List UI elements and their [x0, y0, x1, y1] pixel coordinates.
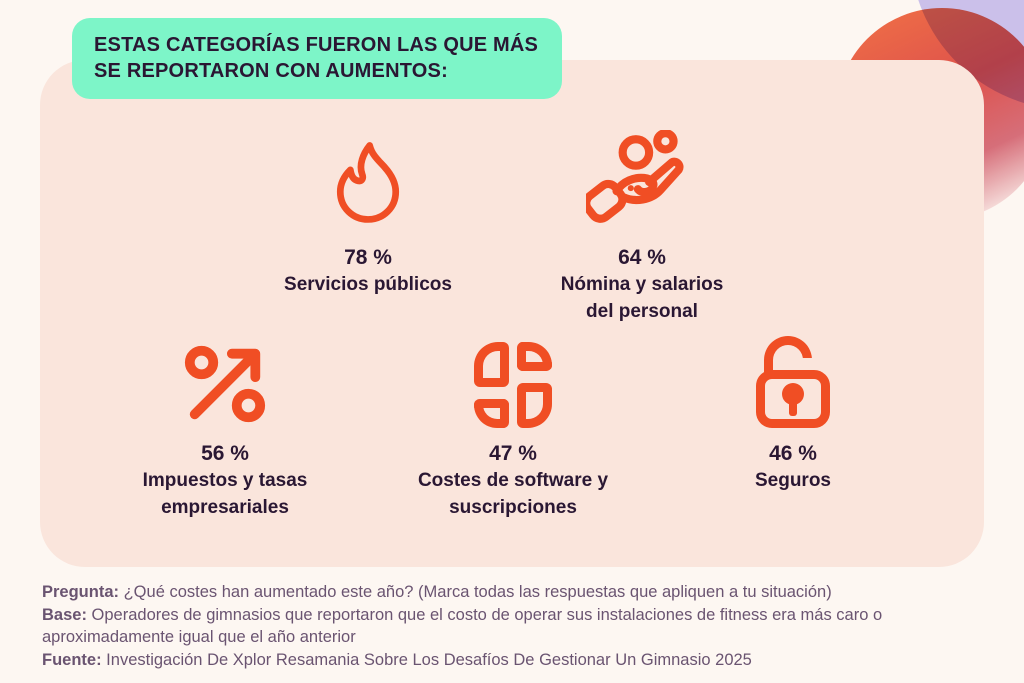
footnote-fuente: Fuente: Investigación De Xplor Resamania… — [42, 649, 1000, 672]
stat-label: Costes de software y — [417, 470, 609, 491]
stat-item-software: 47 % Costes de software y suscripciones — [383, 332, 643, 521]
stat-label: Servicios públicos — [284, 274, 452, 295]
percent-growth-icon — [181, 332, 269, 428]
headline-line1: ESTAS CATEGORÍAS FUERON LAS QUE MÁS — [94, 34, 539, 56]
stat-item-seguros: 46 % Seguros — [663, 332, 923, 494]
footnote-pregunta-text: ¿Qué costes han aumentado este año? (Mar… — [119, 583, 832, 601]
footnote-base-text: Operadores de gimnasios que reportaron q… — [42, 605, 883, 647]
headline-badge: ESTAS CATEGORÍAS FUERON LAS QUE MÁS SE R… — [72, 18, 563, 99]
stat-item-impuestos: 56 % Impuestos y tasas empresariales — [95, 332, 355, 521]
footnote-pregunta-label: Pregunta: — [42, 583, 120, 601]
hand-coins-icon — [586, 118, 698, 232]
footnotes: Pregunta: ¿Qué costes han aumentado este… — [42, 581, 1000, 671]
padlock-icon — [756, 332, 830, 428]
stat-value: 64 % — [618, 246, 666, 269]
stat-value: 47 % — [489, 442, 537, 465]
stat-label: Seguros — [754, 470, 832, 491]
stat-item-nomina-salarios: 64 % Nómina y salarios del personal — [512, 118, 772, 325]
stat-label-line2: empresariales — [161, 497, 289, 518]
footnote-pregunta: Pregunta: ¿Qué costes han aumentado este… — [42, 581, 1000, 604]
stat-label: Nómina y salarios — [560, 274, 724, 295]
flame-icon — [326, 118, 410, 232]
stat-label: Impuestos y tasas — [142, 470, 308, 491]
software-grid-icon — [474, 332, 552, 428]
stat-label-line2: del personal — [586, 301, 698, 322]
stat-value: 46 % — [769, 442, 817, 465]
footnote-base-label: Base: — [42, 605, 87, 624]
stat-value: 78 % — [344, 246, 392, 269]
headline-line2: SE REPORTARON CON AUMENTOS: — [94, 60, 448, 82]
stats-panel — [40, 60, 984, 567]
stat-value: 56 % — [201, 442, 249, 465]
footnote-fuente-label: Fuente: — [42, 650, 102, 669]
footnote-base: Base: Operadores de gimnasios que report… — [42, 604, 1000, 649]
stat-item-servicios-publicos: 78 % Servicios públicos — [238, 118, 498, 298]
footnote-fuente-text: Investigación De Xplor Resamania Sobre L… — [101, 650, 752, 669]
stat-label-line2: suscripciones — [449, 497, 577, 518]
